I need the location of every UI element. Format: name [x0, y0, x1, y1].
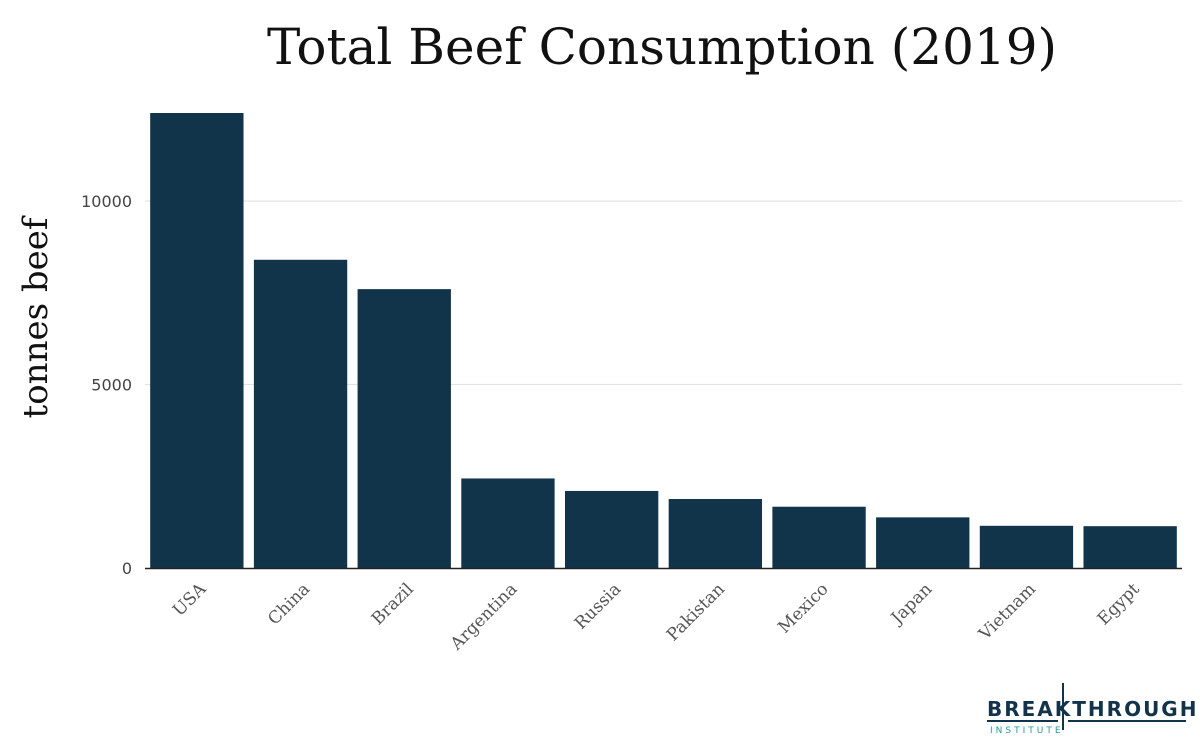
bar-argentina: [461, 478, 555, 568]
bar-pakistan: [668, 499, 763, 568]
bars: [150, 113, 1177, 568]
x-tick-label: China: [264, 579, 314, 629]
bar-mexico: [772, 506, 866, 568]
breakthrough-institute-logo: BREAKTHROUGH INSTITUTE: [987, 683, 1198, 736]
x-tick-label: Russia: [571, 579, 625, 633]
y-axis-ticks: 0 5000 10000: [81, 192, 132, 578]
logo-wordmark: BREAKTHROUGH: [987, 697, 1198, 721]
chart-title: Total Beef Consumption (2019): [267, 18, 1057, 76]
bar-egypt: [1083, 526, 1177, 568]
y-axis-label: tonnes beef: [16, 215, 56, 418]
y-tick-label: 5000: [91, 376, 132, 395]
x-tick-label: Mexico: [774, 579, 832, 637]
x-tick-label: Egypt: [1094, 579, 1144, 629]
x-tick-label: USA: [169, 579, 211, 621]
x-tick-label: Brazil: [368, 579, 418, 629]
bar-japan: [876, 517, 970, 568]
x-axis-ticks: USA China Brazil Argentina Russia Pakistan Mex…: [169, 579, 1144, 655]
x-tick-label: Japan: [886, 579, 936, 629]
y-tick-label: 0: [122, 559, 132, 578]
bar-china: [253, 259, 348, 568]
x-tick-label: Pakistan: [663, 579, 729, 645]
y-tick-label: 10000: [81, 192, 132, 211]
bar-usa: [150, 113, 244, 568]
logo-subtitle: INSTITUTE: [990, 726, 1064, 736]
bar-vietnam: [979, 525, 1074, 568]
bar-russia: [564, 490, 659, 568]
bar-brazil: [357, 289, 451, 568]
x-tick-label: Argentina: [446, 579, 521, 654]
x-tick-label: Vietnam: [975, 579, 1040, 644]
